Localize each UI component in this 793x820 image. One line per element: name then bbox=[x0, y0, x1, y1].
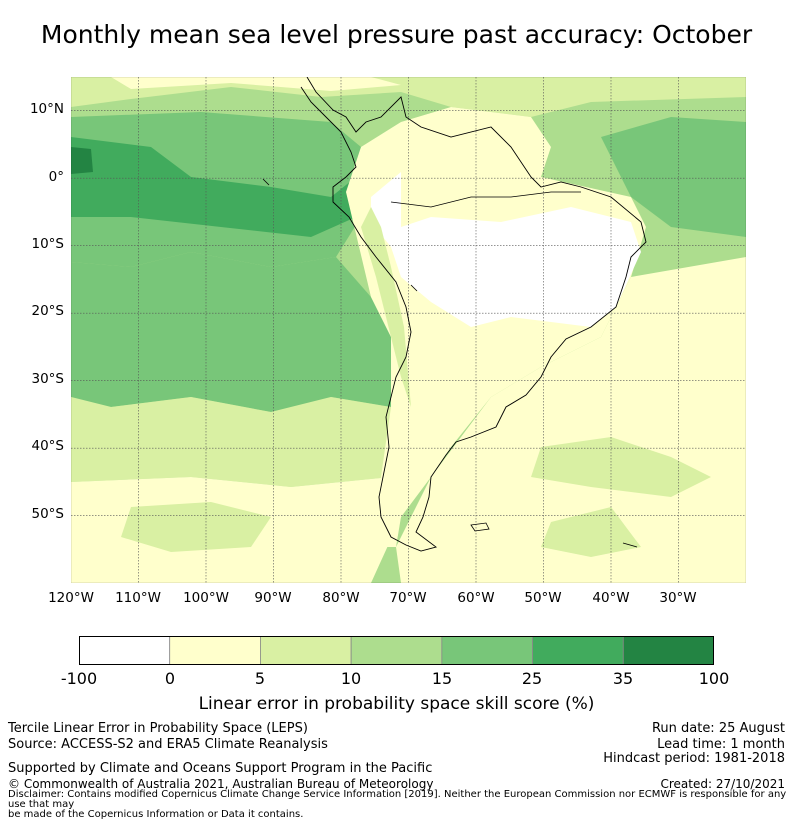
lon-label-80w: 80°W bbox=[322, 590, 360, 606]
lon-label-50w: 50°W bbox=[524, 590, 562, 606]
skill-region-east-atlantic bbox=[671, 277, 746, 377]
colorbar-tick-15: 15 bbox=[431, 669, 453, 688]
coastline-south-america bbox=[300, 77, 647, 552]
skill-region-north-light bbox=[71, 77, 746, 117]
skill-region-north-pale bbox=[111, 77, 401, 91]
colorbar-cell-1 bbox=[169, 636, 261, 665]
graticule bbox=[71, 77, 746, 583]
lon-label-70w: 70°W bbox=[389, 590, 427, 606]
colorbar-tick-25: 25 bbox=[521, 669, 543, 688]
lon-label-40w: 40°W bbox=[592, 590, 630, 606]
footer-disclaimer: Disclaimer: Contains modified Copernicus… bbox=[8, 790, 793, 820]
skill-region-south-pacific bbox=[71, 252, 391, 412]
footer-copyright: © Commonwealth of Australia 2021, Austra… bbox=[8, 777, 434, 791]
colorbar-cell-3 bbox=[350, 636, 443, 665]
colorbar-cell-5 bbox=[532, 636, 624, 665]
lon-label-120w: 120°W bbox=[48, 590, 94, 606]
lat-label-40s: 40°S bbox=[31, 438, 65, 454]
skill-region-south-patch bbox=[121, 502, 271, 552]
footer-run-date: Run date: 25 August bbox=[651, 721, 785, 736]
lake-titicaca bbox=[410, 284, 418, 292]
river-amazon bbox=[390, 191, 581, 208]
skill-region-atlantic-patch-1 bbox=[531, 437, 711, 497]
disclaimer-line-2: be made of the Copernicus Information or… bbox=[8, 809, 304, 820]
skill-region-southern-ocean-light bbox=[71, 397, 391, 487]
disclaimer-line-1: Disclaimer: Contains modified Copernicus… bbox=[8, 789, 787, 810]
colorbar-tick-neg100: -100 bbox=[60, 669, 98, 688]
skill-region-pacific-dark bbox=[71, 137, 356, 237]
footer-lead-time: Lead time: 1 month bbox=[657, 737, 785, 752]
map-canvas bbox=[71, 77, 746, 583]
lat-label-10s: 10°S bbox=[31, 236, 65, 252]
skill-region-atlantic-green bbox=[601, 117, 746, 237]
colorbar-tick-100: 100 bbox=[698, 669, 730, 688]
lat-label-20s: 20°S bbox=[31, 303, 65, 319]
lon-label-110w: 110°W bbox=[115, 590, 161, 606]
lon-label-90w: 90°W bbox=[254, 590, 292, 606]
lon-label-60w: 60°W bbox=[457, 590, 495, 606]
colorbar-cell-0 bbox=[79, 636, 171, 665]
map-title: Monthly mean sea level pressure past acc… bbox=[40, 20, 753, 49]
colorbar-cell-2 bbox=[260, 636, 352, 665]
lon-label-100w: 100°W bbox=[183, 590, 229, 606]
lat-label-50s: 50°S bbox=[31, 506, 65, 522]
falklands bbox=[470, 522, 490, 532]
skill-region-interior-white bbox=[371, 172, 641, 327]
footer-hindcast: Hindcast period: 1981-2018 bbox=[603, 751, 785, 766]
colorbar bbox=[79, 636, 714, 665]
footer-source: Source: ACCESS-S2 and ERA5 Climate Reana… bbox=[8, 737, 328, 752]
lon-label-30w: 30°W bbox=[659, 590, 697, 606]
skill-region-south-atlantic bbox=[396, 257, 746, 583]
galapagos bbox=[262, 178, 270, 186]
skill-region-coastal-band bbox=[361, 207, 411, 407]
colorbar-label: Linear error in probability space skill … bbox=[198, 694, 595, 714]
footer-support: Supported by Climate and Oceans Support … bbox=[8, 761, 433, 776]
south-georgia bbox=[622, 542, 638, 548]
skill-map bbox=[71, 77, 746, 583]
colorbar-cell-6 bbox=[622, 636, 714, 665]
colorbar-tick-10: 10 bbox=[340, 669, 362, 688]
footer-created: Created: 27/10/2021 bbox=[660, 777, 785, 791]
colorbar-tick-35: 35 bbox=[612, 669, 634, 688]
colorbar-tick-0: 0 bbox=[164, 669, 176, 688]
colorbar-tick-5: 5 bbox=[254, 669, 266, 688]
skill-region-pacific-darkest bbox=[71, 147, 93, 174]
footer-method: Tercile Linear Error in Probability Spac… bbox=[8, 721, 308, 736]
skill-region-atlantic-patch-2 bbox=[541, 507, 641, 557]
colorbar-cell-4 bbox=[441, 636, 533, 665]
lat-label-10n: 10°N bbox=[29, 101, 64, 117]
lat-label-0: 0° bbox=[48, 169, 64, 185]
lat-label-30s: 30°S bbox=[31, 371, 65, 387]
